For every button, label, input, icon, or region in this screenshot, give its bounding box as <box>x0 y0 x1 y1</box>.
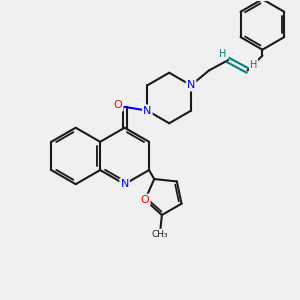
Text: H: H <box>219 49 226 59</box>
Text: N: N <box>120 179 129 189</box>
Text: CH₃: CH₃ <box>152 230 168 239</box>
Text: H: H <box>250 59 257 70</box>
Text: O: O <box>141 195 149 205</box>
Text: O: O <box>114 100 122 110</box>
Text: N: N <box>187 80 195 90</box>
Text: N: N <box>143 106 152 116</box>
